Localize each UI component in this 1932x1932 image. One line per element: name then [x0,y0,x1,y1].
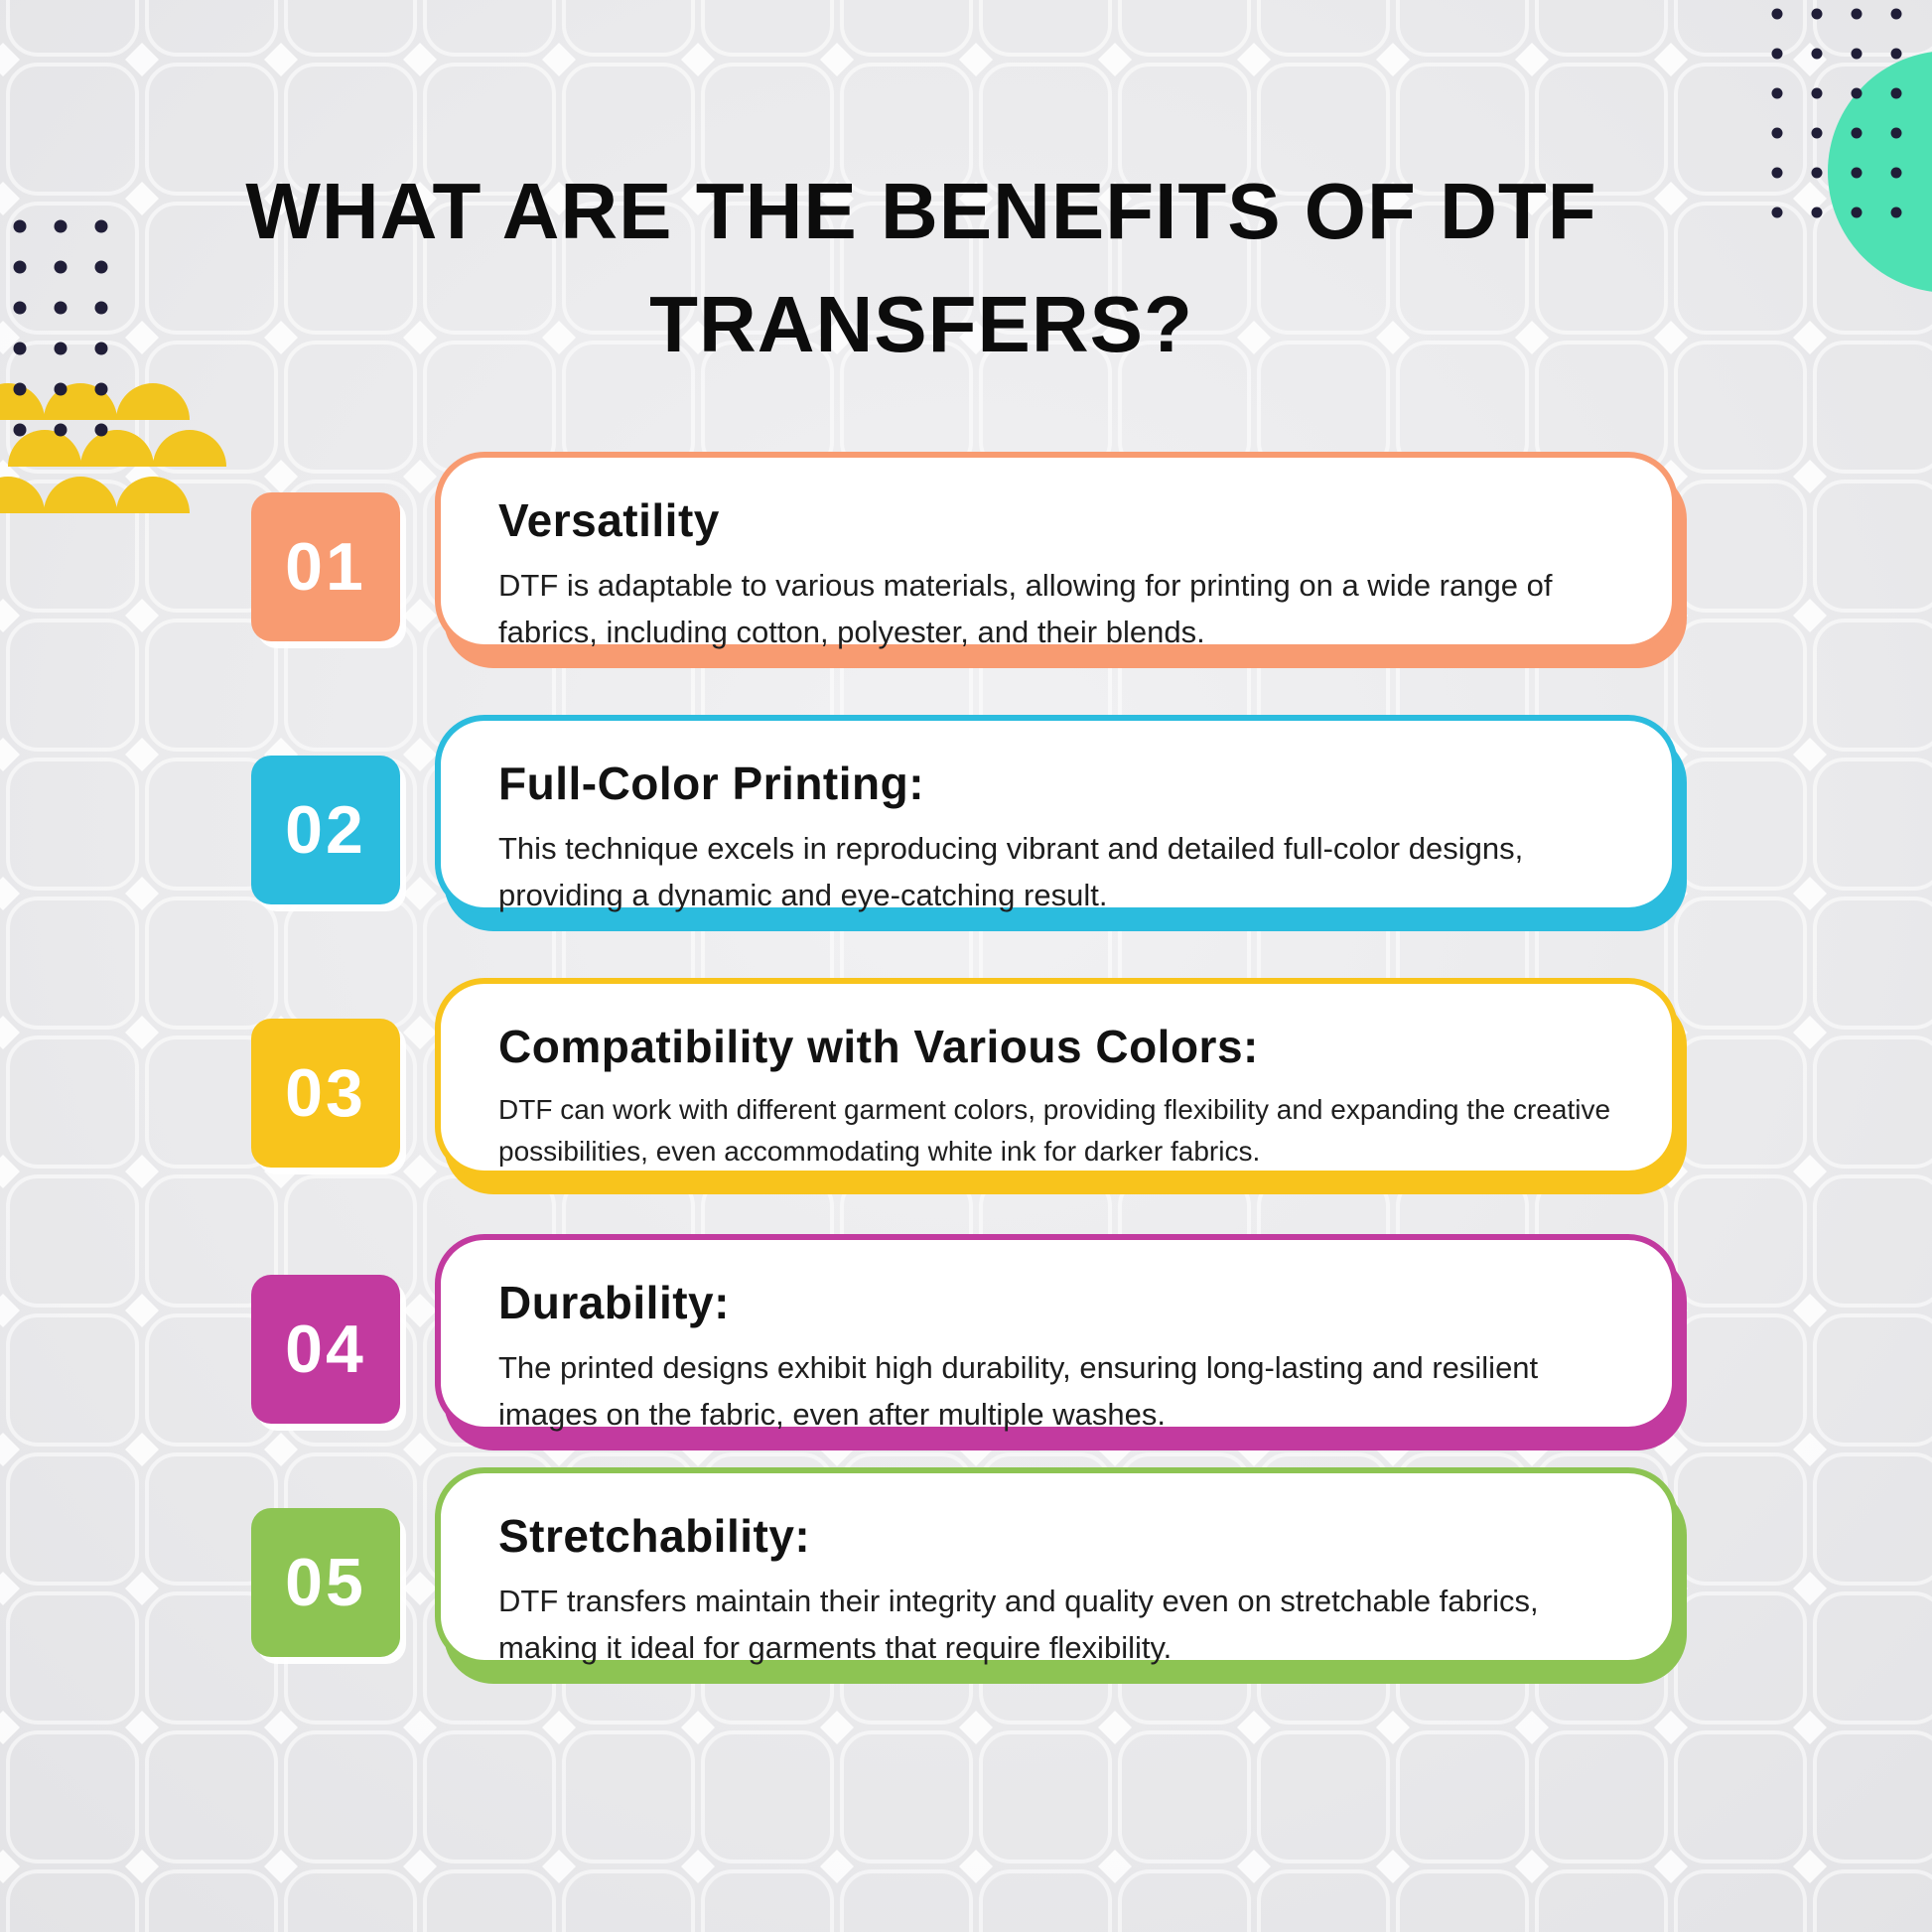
badge-number: 01 [285,529,366,605]
teal-circle [1828,52,1932,292]
number-badge: 01 [251,492,400,641]
benefit-row-4: 04 Durability: The printed designs exhib… [251,1234,1678,1433]
badge-number: 03 [285,1055,366,1131]
benefit-card: Compatibility with Various Colors: DTF c… [435,978,1678,1176]
top-right-decoration [1771,8,1932,292]
page-title-line-2: TRANSFERS? [649,279,1193,368]
benefit-description: This technique excels in reproducing vib… [498,831,1524,912]
benefit-title: Full-Color Printing: [498,758,925,809]
benefit-description: DTF transfers maintain their integrity a… [498,1584,1539,1665]
badge-number: 02 [285,792,366,868]
number-badge: 03 [251,1019,400,1168]
page-title: WHAT ARE THE BENEFITS OF DTF TRANSFERS? [0,155,1843,380]
dots-grid-left-icon [13,219,108,437]
benefit-title: Durability: [498,1277,730,1328]
benefit-card: Versatility DTF is adaptable to various … [435,452,1678,650]
benefit-row-2: 02 Full-Color Printing: This technique e… [251,715,1678,913]
benefit-card: Full-Color Printing: This technique exce… [435,715,1678,913]
badge-number: 04 [285,1311,366,1387]
benefit-description: DTF can work with different garment colo… [498,1094,1611,1167]
benefit-title: Compatibility with Various Colors: [498,1021,1259,1072]
benefit-card: Stretchability: DTF transfers maintain t… [435,1467,1678,1666]
dots-grid-top-right-icon [1771,8,1902,218]
benefit-description: DTF is adaptable to various materials, a… [498,568,1553,649]
benefit-title: Versatility [498,494,720,546]
benefit-card: Durability: The printed designs exhibit … [435,1234,1678,1433]
number-badge: 05 [251,1508,400,1657]
benefit-row-3: 03 Compatibility with Various Colors: DT… [251,978,1678,1176]
number-badge: 04 [251,1275,400,1424]
benefit-title: Stretchability: [498,1510,811,1562]
number-badge: 02 [251,756,400,904]
benefit-row-1: 01 Versatility DTF is adaptable to vario… [251,452,1678,650]
benefit-row-5: 05 Stretchability: DTF transfers maintai… [251,1467,1678,1666]
page-title-line-1: WHAT ARE THE BENEFITS OF DTF [245,167,1597,255]
benefit-description: The printed designs exhibit high durabil… [498,1350,1539,1432]
badge-number: 05 [285,1545,366,1620]
